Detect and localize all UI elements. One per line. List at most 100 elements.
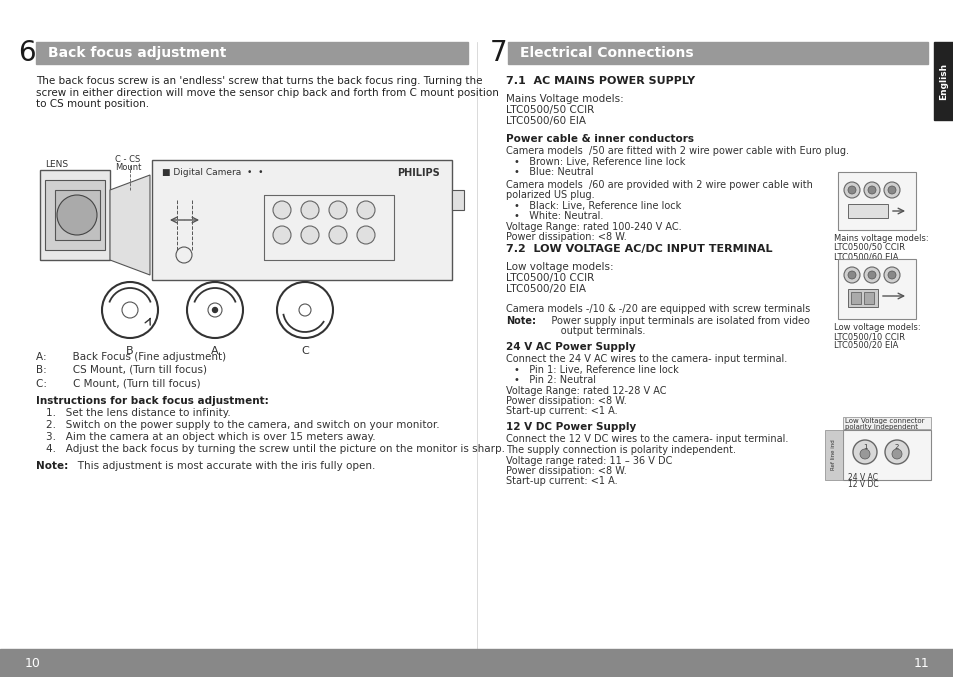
Text: •   Pin 2: Neutral: • Pin 2: Neutral [514, 375, 596, 385]
Text: Voltage Range: rated 12-28 V AC: Voltage Range: rated 12-28 V AC [505, 386, 666, 396]
Circle shape [843, 182, 859, 198]
Text: •   Blue: Neutral: • Blue: Neutral [514, 167, 593, 177]
Text: Electrical Connections: Electrical Connections [519, 46, 693, 60]
Bar [837, 172, 915, 230]
Circle shape [329, 226, 347, 244]
Circle shape [301, 201, 318, 219]
Text: Connect the 12 V DC wires to the camera- input terminal.: Connect the 12 V DC wires to the camera-… [505, 434, 787, 444]
Text: polarized US plug.: polarized US plug. [505, 190, 594, 200]
Text: •   Pin 1: Live, Reference line lock: • Pin 1: Live, Reference line lock [514, 365, 678, 375]
Text: Low voltage models:: Low voltage models: [505, 262, 613, 272]
Text: 7.2  LOW VOLTAGE AC/DC INPUT TERMINAL: 7.2 LOW VOLTAGE AC/DC INPUT TERMINAL [505, 244, 772, 254]
Text: 24 V AC Power Supply: 24 V AC Power Supply [505, 342, 635, 352]
Circle shape [273, 226, 291, 244]
Text: Low voltage models:: Low voltage models: [833, 323, 920, 332]
Text: C: C [301, 346, 309, 356]
Bar [55, 190, 100, 240]
Text: Mains voltage models:: Mains voltage models: [833, 234, 927, 243]
Text: LTC0500/50 CCIR: LTC0500/50 CCIR [833, 243, 904, 252]
Bar [933, 42, 953, 120]
Bar [824, 430, 842, 480]
Bar [452, 190, 463, 210]
Text: 1.   Set the lens distance to infinity.: 1. Set the lens distance to infinity. [46, 408, 231, 418]
Circle shape [356, 226, 375, 244]
Text: A: A [211, 346, 218, 356]
Text: Note:: Note: [36, 461, 69, 471]
Text: LTC0500/50 CCIR: LTC0500/50 CCIR [505, 105, 594, 115]
Text: Low Voltage connector: Low Voltage connector [844, 418, 923, 424]
Circle shape [301, 226, 318, 244]
Text: output terminals.: output terminals. [541, 326, 644, 336]
Circle shape [887, 271, 895, 279]
Text: Mount: Mount [115, 163, 141, 172]
Circle shape [843, 267, 859, 283]
Text: Start-up current: <1 A.: Start-up current: <1 A. [505, 406, 617, 416]
Text: PHILIPS: PHILIPS [396, 168, 439, 178]
Text: B:        CS Mount, (Turn till focus): B: CS Mount, (Turn till focus) [36, 365, 207, 375]
Circle shape [852, 440, 876, 464]
Text: Mains Voltage models:: Mains Voltage models: [505, 94, 623, 104]
Text: Instructions for back focus adjustment:: Instructions for back focus adjustment: [36, 396, 269, 406]
Text: •   White: Neutral.: • White: Neutral. [514, 211, 602, 221]
Text: LENS: LENS [45, 160, 68, 169]
Bar [850, 292, 861, 304]
Text: Back focus adjustment: Back focus adjustment [48, 46, 226, 60]
Bar [0, 649, 953, 677]
Text: C:        C Mount, (Turn till focus): C: C Mount, (Turn till focus) [36, 378, 200, 388]
Text: ■ Digital Camera  •  •: ■ Digital Camera • • [162, 168, 263, 177]
Text: LTC0500/60 EIA: LTC0500/60 EIA [505, 116, 585, 126]
Circle shape [213, 307, 217, 313]
Text: Start-up current: <1 A.: Start-up current: <1 A. [505, 476, 617, 486]
Text: A:        Back Focus (Fine adjustment): A: Back Focus (Fine adjustment) [36, 352, 226, 362]
Bar [847, 204, 887, 218]
Text: The back focus screw is an 'endless' screw that turns the back focus ring. Turni: The back focus screw is an 'endless' scr… [36, 76, 498, 109]
Bar [507, 42, 927, 64]
Circle shape [883, 267, 899, 283]
Text: 12 V DC Power Supply: 12 V DC Power Supply [505, 422, 636, 432]
Circle shape [57, 195, 97, 235]
Bar [842, 430, 930, 480]
Text: 24 V AC: 24 V AC [847, 473, 877, 482]
Text: Power dissipation: <8 W.: Power dissipation: <8 W. [505, 232, 626, 242]
Circle shape [273, 201, 291, 219]
Text: 11: 11 [912, 657, 928, 670]
Circle shape [884, 440, 908, 464]
Circle shape [859, 449, 869, 459]
Text: 2: 2 [894, 444, 899, 450]
Text: Voltage range rated: 11 – 36 V DC: Voltage range rated: 11 – 36 V DC [505, 456, 672, 466]
Circle shape [847, 271, 855, 279]
Text: 10: 10 [25, 657, 41, 670]
Text: LTC0500/10 CCIR: LTC0500/10 CCIR [833, 332, 904, 341]
Bar [863, 292, 873, 304]
Text: Camera models  /60 are provided with 2 wire power cable with: Camera models /60 are provided with 2 wi… [505, 180, 812, 190]
Circle shape [891, 449, 901, 459]
Text: Ref line ind: Ref line ind [831, 439, 836, 471]
Circle shape [887, 186, 895, 194]
Text: Power dissipation: <8 W.: Power dissipation: <8 W. [505, 396, 626, 406]
Bar [45, 180, 105, 250]
Text: Camera models -/10 & -/20 are equipped with screw terminals: Camera models -/10 & -/20 are equipped w… [505, 304, 809, 314]
Text: Camera models  /50 are fitted with 2 wire power cable with Euro plug.: Camera models /50 are fitted with 2 wire… [505, 146, 848, 156]
Circle shape [847, 186, 855, 194]
Circle shape [883, 182, 899, 198]
Text: Power dissipation: <8 W.: Power dissipation: <8 W. [505, 466, 626, 476]
Circle shape [356, 201, 375, 219]
Text: 4.   Adjust the back focus by turning the screw until the picture on the monitor: 4. Adjust the back focus by turning the … [46, 444, 504, 454]
Text: LTC0500/20 EIA: LTC0500/20 EIA [505, 284, 585, 294]
Text: 7: 7 [490, 39, 507, 67]
Text: Power cable & inner conductors: Power cable & inner conductors [505, 134, 693, 144]
Text: 7.1  AC MAINS POWER SUPPLY: 7.1 AC MAINS POWER SUPPLY [505, 76, 695, 86]
Bar [842, 417, 930, 429]
Text: •   Brown: Live, Reference line lock: • Brown: Live, Reference line lock [514, 157, 684, 167]
Text: 3.   Aim the camera at an object which is over 15 meters away.: 3. Aim the camera at an object which is … [46, 432, 375, 442]
Bar [847, 289, 877, 307]
Text: C - CS: C - CS [115, 155, 140, 164]
Text: This adjustment is most accurate with the iris fully open.: This adjustment is most accurate with th… [68, 461, 375, 471]
Text: 2.   Switch on the power supply to the camera, and switch on your monitor.: 2. Switch on the power supply to the cam… [46, 420, 439, 430]
Text: Voltage Range: rated 100-240 V AC.: Voltage Range: rated 100-240 V AC. [505, 222, 680, 232]
Circle shape [329, 201, 347, 219]
Text: B: B [126, 346, 133, 356]
Bar [837, 259, 915, 319]
Text: 1: 1 [862, 444, 866, 450]
Text: English: English [939, 62, 947, 100]
